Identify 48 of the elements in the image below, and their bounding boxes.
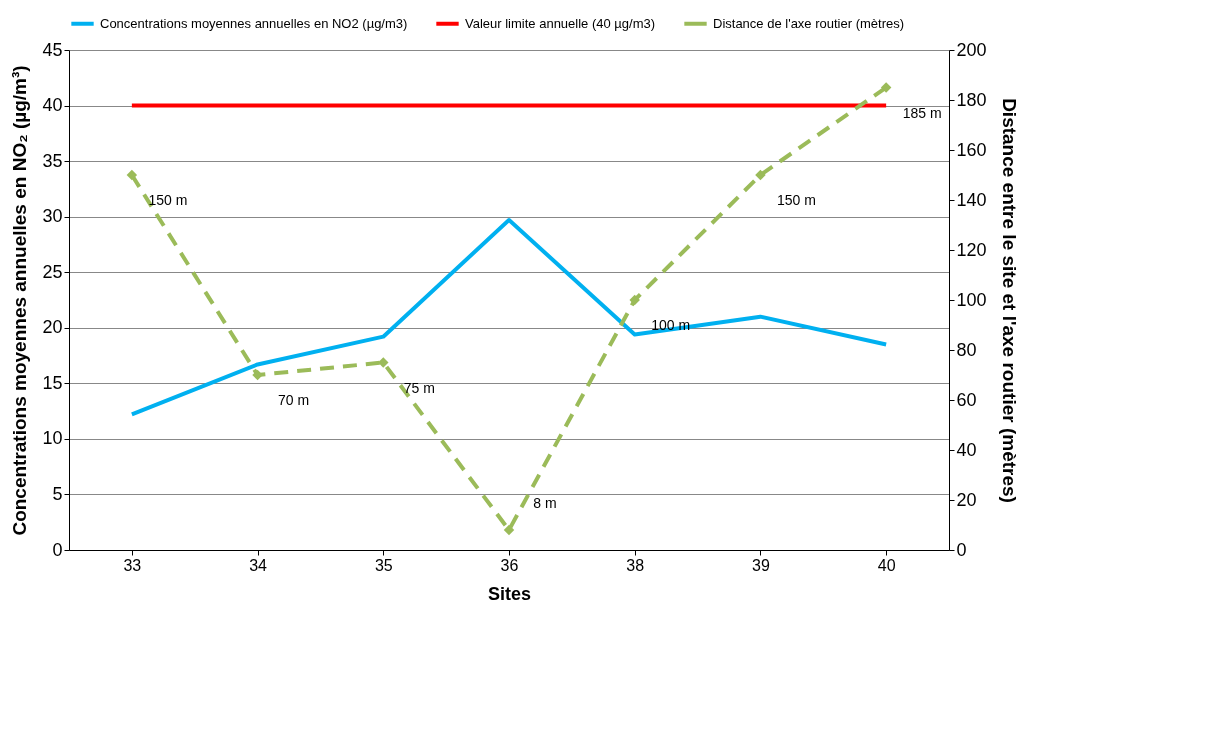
x-tick-label: 39 xyxy=(752,556,770,574)
legend-label: Distance de l'axe routier (mètres) xyxy=(713,15,905,31)
point xyxy=(378,357,389,368)
y-tick-label: 45 xyxy=(42,39,63,60)
y-tick-label: 35 xyxy=(42,150,63,171)
y2-tick-label: 140 xyxy=(956,189,987,210)
point xyxy=(880,82,892,93)
y-tick-label: 0 xyxy=(52,539,63,560)
y2-tick-label: 100 xyxy=(956,289,987,310)
legend-label: Concentrations moyennes annuelles en NO2 (µg/m3) xyxy=(100,15,408,31)
y2-tick-label: 160 xyxy=(956,139,987,160)
y-axis-title: Concentrations moyennes annuelles en NO₂ (µg/m³) xyxy=(9,65,31,536)
y-tick-label: 25 xyxy=(42,261,63,282)
point xyxy=(126,169,138,181)
y-tick-label: 5 xyxy=(52,483,63,504)
y2-tick-label: 120 xyxy=(956,239,987,260)
point xyxy=(755,169,766,181)
data-label: 75 m xyxy=(403,379,435,396)
point xyxy=(252,369,263,381)
y-tick-label: 30 xyxy=(42,206,63,227)
data-label: 185 m xyxy=(902,104,942,121)
data-label: 8 m xyxy=(533,495,557,511)
y-tick-label: 15 xyxy=(42,372,63,393)
y2-tick-label: 180 xyxy=(956,89,987,110)
y2-tick-label: 60 xyxy=(956,389,977,410)
data-label: 70 m xyxy=(278,392,310,408)
x-tick-label: 38 xyxy=(626,556,645,574)
legend-label: Valeur limite annuelle (40 µg/m3) xyxy=(465,15,656,31)
y-tick-label: 40 xyxy=(42,95,63,116)
x-tick-label: 36 xyxy=(500,556,519,574)
x-axis-title: Sites xyxy=(487,583,532,604)
y2-axis-title: Distance entre le site et l'axe routier (mètres) xyxy=(998,98,1020,503)
point xyxy=(503,524,515,536)
x-tick-label: 33 xyxy=(123,556,142,574)
x-tick-label: 35 xyxy=(374,556,393,574)
y2-tick-label: 40 xyxy=(956,439,977,460)
y2-tick-label: 200 xyxy=(956,39,987,60)
y2-tick-label: 0 xyxy=(956,539,967,560)
data-label: 150 m xyxy=(776,192,816,208)
y2-tick-label: 20 xyxy=(956,489,977,510)
y2-tick-label: 80 xyxy=(956,339,977,360)
x-tick-label: 34 xyxy=(249,556,268,574)
y-tick-label: 20 xyxy=(42,317,63,338)
point xyxy=(629,294,640,306)
data-label: 150 m xyxy=(148,192,188,208)
y-tick-label: 10 xyxy=(42,428,63,449)
line-series xyxy=(129,218,889,417)
x-tick-label: 40 xyxy=(877,556,896,574)
